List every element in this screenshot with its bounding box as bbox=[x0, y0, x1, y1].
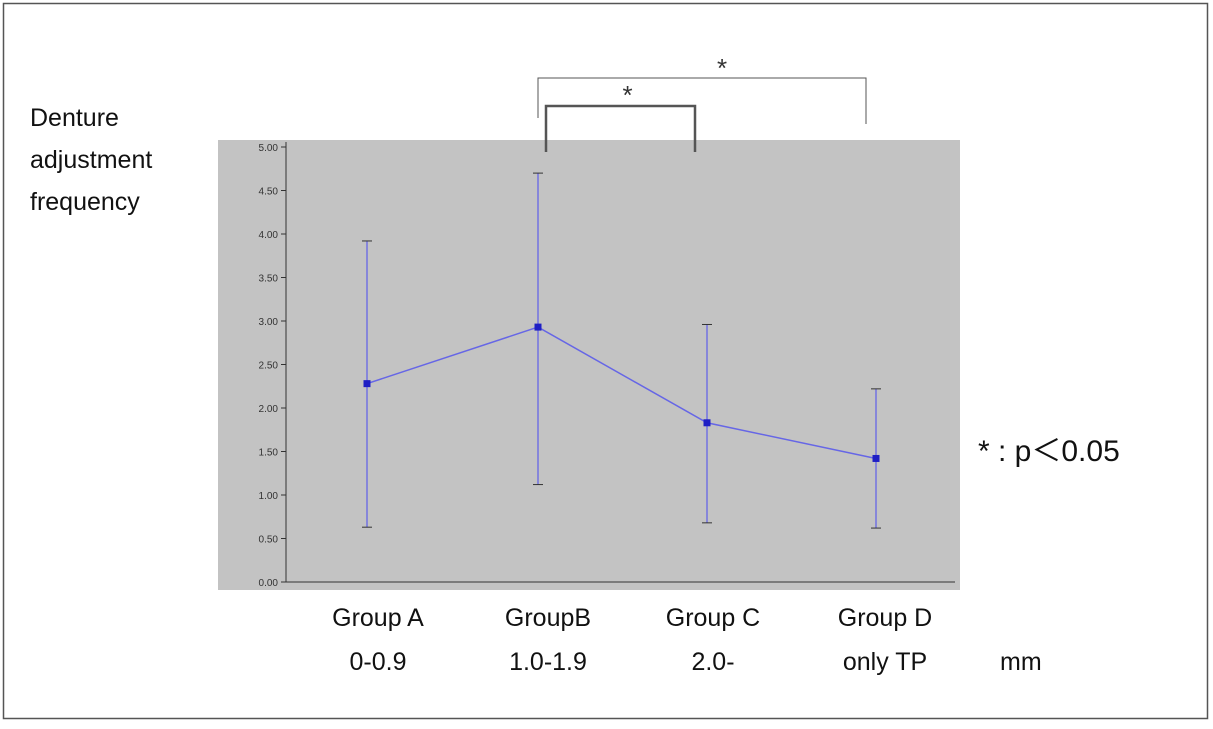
plot-area bbox=[218, 140, 960, 590]
y-axis-title-line-2: adjustment bbox=[30, 146, 152, 174]
y-tick-label-3: 1.50 bbox=[259, 448, 279, 459]
x-category-sublabel-1: 1.0-1.9 bbox=[509, 648, 587, 676]
significance-brackets: ** bbox=[537, 53, 867, 152]
y-tick-label-7: 3.50 bbox=[259, 274, 279, 285]
y-tick-label-10: 5.00 bbox=[259, 143, 279, 154]
x-category-label-3: Group D bbox=[838, 604, 932, 632]
significance-legend: * : p＜0.05 bbox=[978, 435, 1120, 468]
mean-point-2 bbox=[703, 419, 711, 427]
mean-points bbox=[363, 323, 880, 462]
x-unit-label: mm bbox=[1000, 648, 1042, 676]
y-tick-label-5: 2.50 bbox=[259, 361, 279, 372]
y-tick-label-8: 4.00 bbox=[259, 230, 279, 241]
y-tick-label-9: 4.50 bbox=[259, 187, 279, 198]
y-axis-title-line-3: frequency bbox=[30, 188, 140, 216]
y-tick-label-4: 2.00 bbox=[259, 404, 279, 415]
significance-bracket-0 bbox=[544, 104, 697, 152]
mean-point-1 bbox=[534, 323, 542, 331]
y-tick-label-0: 0.00 bbox=[259, 578, 279, 589]
series-line bbox=[366, 326, 877, 460]
mean-point-3 bbox=[872, 454, 880, 462]
x-category-sublabel-2: 2.0- bbox=[691, 648, 734, 676]
mean-point-0 bbox=[363, 380, 371, 388]
series-mean-line bbox=[366, 326, 877, 460]
x-category-label-2: Group C bbox=[666, 604, 760, 632]
x-category-sublabel-3: only TP bbox=[843, 648, 927, 676]
y-tick-label-2: 1.00 bbox=[259, 491, 279, 502]
x-category-label-1: GroupB bbox=[505, 604, 591, 632]
y-tick-label-1: 0.50 bbox=[259, 535, 279, 546]
significance-star-1: * bbox=[717, 53, 727, 83]
y-axis-title-line-1: Denture bbox=[30, 104, 119, 132]
y-ticks: 0.00 0.50 1.00 1.50 2.00 2.50 3.00 3.50 4.00 4.50… bbox=[259, 143, 286, 589]
significance-star-0: * bbox=[622, 80, 632, 110]
x-category-label-0: Group A bbox=[332, 604, 424, 632]
x-category-labels: Group A 0-0.9 GroupB 1.0-1.9 Group C 2.0- Grou… bbox=[332, 604, 932, 676]
y-tick-label-6: 3.00 bbox=[259, 317, 279, 328]
significance-bracket-1 bbox=[537, 77, 867, 124]
x-category-sublabel-0: 0-0.9 bbox=[350, 648, 407, 676]
